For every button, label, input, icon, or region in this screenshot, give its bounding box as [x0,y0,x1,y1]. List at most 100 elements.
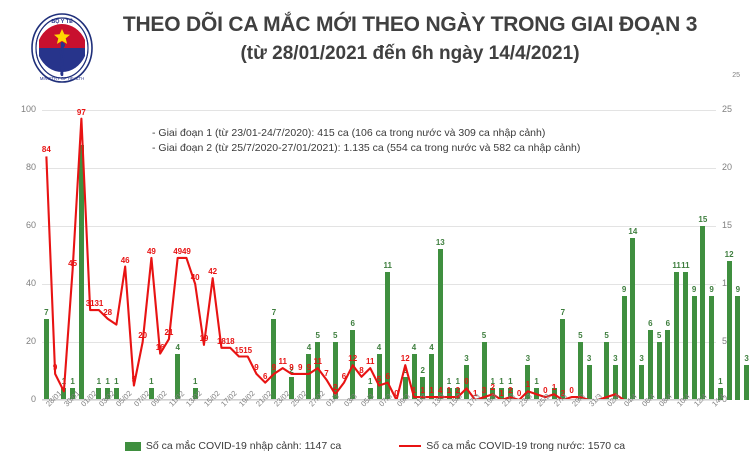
line-value-label: 12 [400,354,410,364]
bar-value-label: 5 [578,331,583,340]
bar [385,272,391,400]
bar [105,388,111,400]
bar-value-label: 5 [332,331,338,340]
line-value-label: 18 [216,336,226,346]
title-block: THEO DÕI CA MẮC MỚI THEO NGÀY TRONG GIAI… [110,12,710,66]
bar-value-label: 6 [665,319,671,329]
line-value-label: 45 [68,258,78,268]
bar [586,365,592,400]
line-value-label: 0 [464,377,469,387]
ministry-of-health-logo: BỘ Y TẾ MINISTRY OF HEALTH [28,12,96,84]
line-value-label: 11 [278,357,287,367]
y-tick-right: 20 [722,162,733,172]
chart-header: BỘ Y TẾ MINISTRY OF HEALTH THEO DÕI CA M… [0,0,750,92]
line-value-label: 3 [481,386,487,396]
line-value-label: 5 [131,374,137,384]
bar [621,295,627,400]
line-value-label: 84 [41,145,51,155]
line-value-label: 0 [394,389,399,398]
legend-imported-label: Số ca mắc COVID-19 nhập cảnh: 1147 ca [145,440,342,452]
line-value-label: 19 [199,333,209,343]
bar-value-label: 9 [735,284,741,294]
legend-domestic-label: Số ca mắc COVID-19 trong nước: 1570 ca [426,440,626,452]
line-value-label: 8 [359,365,364,375]
bar [420,376,426,400]
bar-value-label: 13 [435,238,445,248]
line-value-label: 7 [324,368,329,378]
x-axis-baseline [42,399,716,400]
bar [656,342,662,400]
slide-page-number: 25 [732,72,740,79]
line-value-label: 2 [490,383,496,393]
page-title: THEO DÕI CA MẮC MỚI THEO NGÀY TRONG GIAI… [122,13,698,36]
bar-value-label: 7 [271,307,277,317]
line-series-layer: 84 9 45 97 31 31 28 46 5 20 49 16 21 49 49 40 19 42 18 18 15… [41,107,716,400]
bar-value-label: 4 [306,342,312,352]
bar [61,388,67,400]
line-value-label: 31 [94,299,104,309]
bar-value-label: 3 [639,354,644,364]
line-value-label: 9 [254,362,259,372]
bar [437,249,443,400]
gridline [42,400,716,401]
bar-value-label: 7 [560,307,566,317]
gridline [42,168,716,169]
line-value-label: 11 [313,357,322,367]
bar [674,272,680,400]
bar-value-label: 1 [534,377,539,387]
bar [691,295,697,400]
bar [70,388,76,400]
bar-value-label: 4 [175,342,180,352]
line-value-label: 6 [262,371,268,381]
line-value-label: 0 [543,386,548,396]
line-value-label: 12 [348,354,358,364]
bar-value-label: 3 [586,354,592,364]
line-value-label: 1 [473,389,478,398]
phase-2-note: - Giai đoạn 2 (từ 25/7/2020-27/01/2021):… [152,142,581,154]
line-value-label: 4 [438,386,443,396]
bar-value-label: 3 [744,354,749,364]
line-value-label: 97 [76,107,86,117]
bar-value-label: 4 [376,342,382,352]
line-value-label: 1 [499,389,504,398]
line-value-label: 1 [429,386,434,396]
line-value-label: 9 [297,362,303,372]
gridline [42,342,716,343]
bar [455,388,461,400]
bar-value-label: 1 [368,377,373,387]
line-value-label: 1 [525,380,531,390]
bar-value-label: 7 [44,307,49,317]
gridline [42,110,716,111]
bar-value-label: 5 [604,331,609,340]
y-tick-left: 60 [25,220,36,230]
bar [525,365,531,400]
bar-value-label: 5 [315,331,320,340]
bar [78,144,84,400]
bar [192,388,198,400]
bar [332,342,338,400]
line-value-label: 2 [455,386,460,396]
bar-value-label: 9 [621,284,627,294]
bar-value-label: 1 [149,377,154,387]
bar [647,330,653,400]
bar [726,260,732,400]
bar [612,365,618,400]
line-value-label: 9 [306,362,312,372]
line-value-label: 49 [181,246,191,256]
y-tick-left: 80 [25,162,36,172]
bar [560,318,566,400]
bar-value-label: 1 [499,377,504,387]
bar-value-label: 1 [105,377,110,387]
bar-value-label: 5 [481,331,487,340]
line-value-label: 0 [516,389,522,398]
line-value-label: 1 [551,383,557,393]
y-tick-right: 25 [722,104,733,114]
line-value-label: 5 [376,374,382,384]
line-value-label: 9 [52,362,58,372]
bar-value-label: 1 [446,377,452,387]
y-tick-left: 20 [25,336,36,346]
bar-value-label: 1 [192,377,198,387]
bar-value-label: 12 [724,249,734,259]
bar-value-label: 14 [628,226,638,236]
